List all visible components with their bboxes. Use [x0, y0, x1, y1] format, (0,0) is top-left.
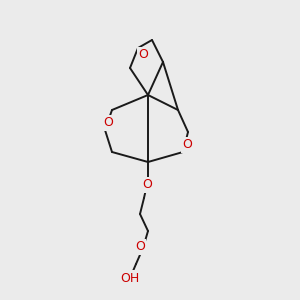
Text: O: O: [182, 139, 192, 152]
Text: O: O: [135, 241, 145, 254]
Text: O: O: [142, 178, 152, 191]
Text: OH: OH: [120, 272, 140, 284]
Text: O: O: [103, 116, 113, 130]
Text: O: O: [138, 49, 148, 62]
